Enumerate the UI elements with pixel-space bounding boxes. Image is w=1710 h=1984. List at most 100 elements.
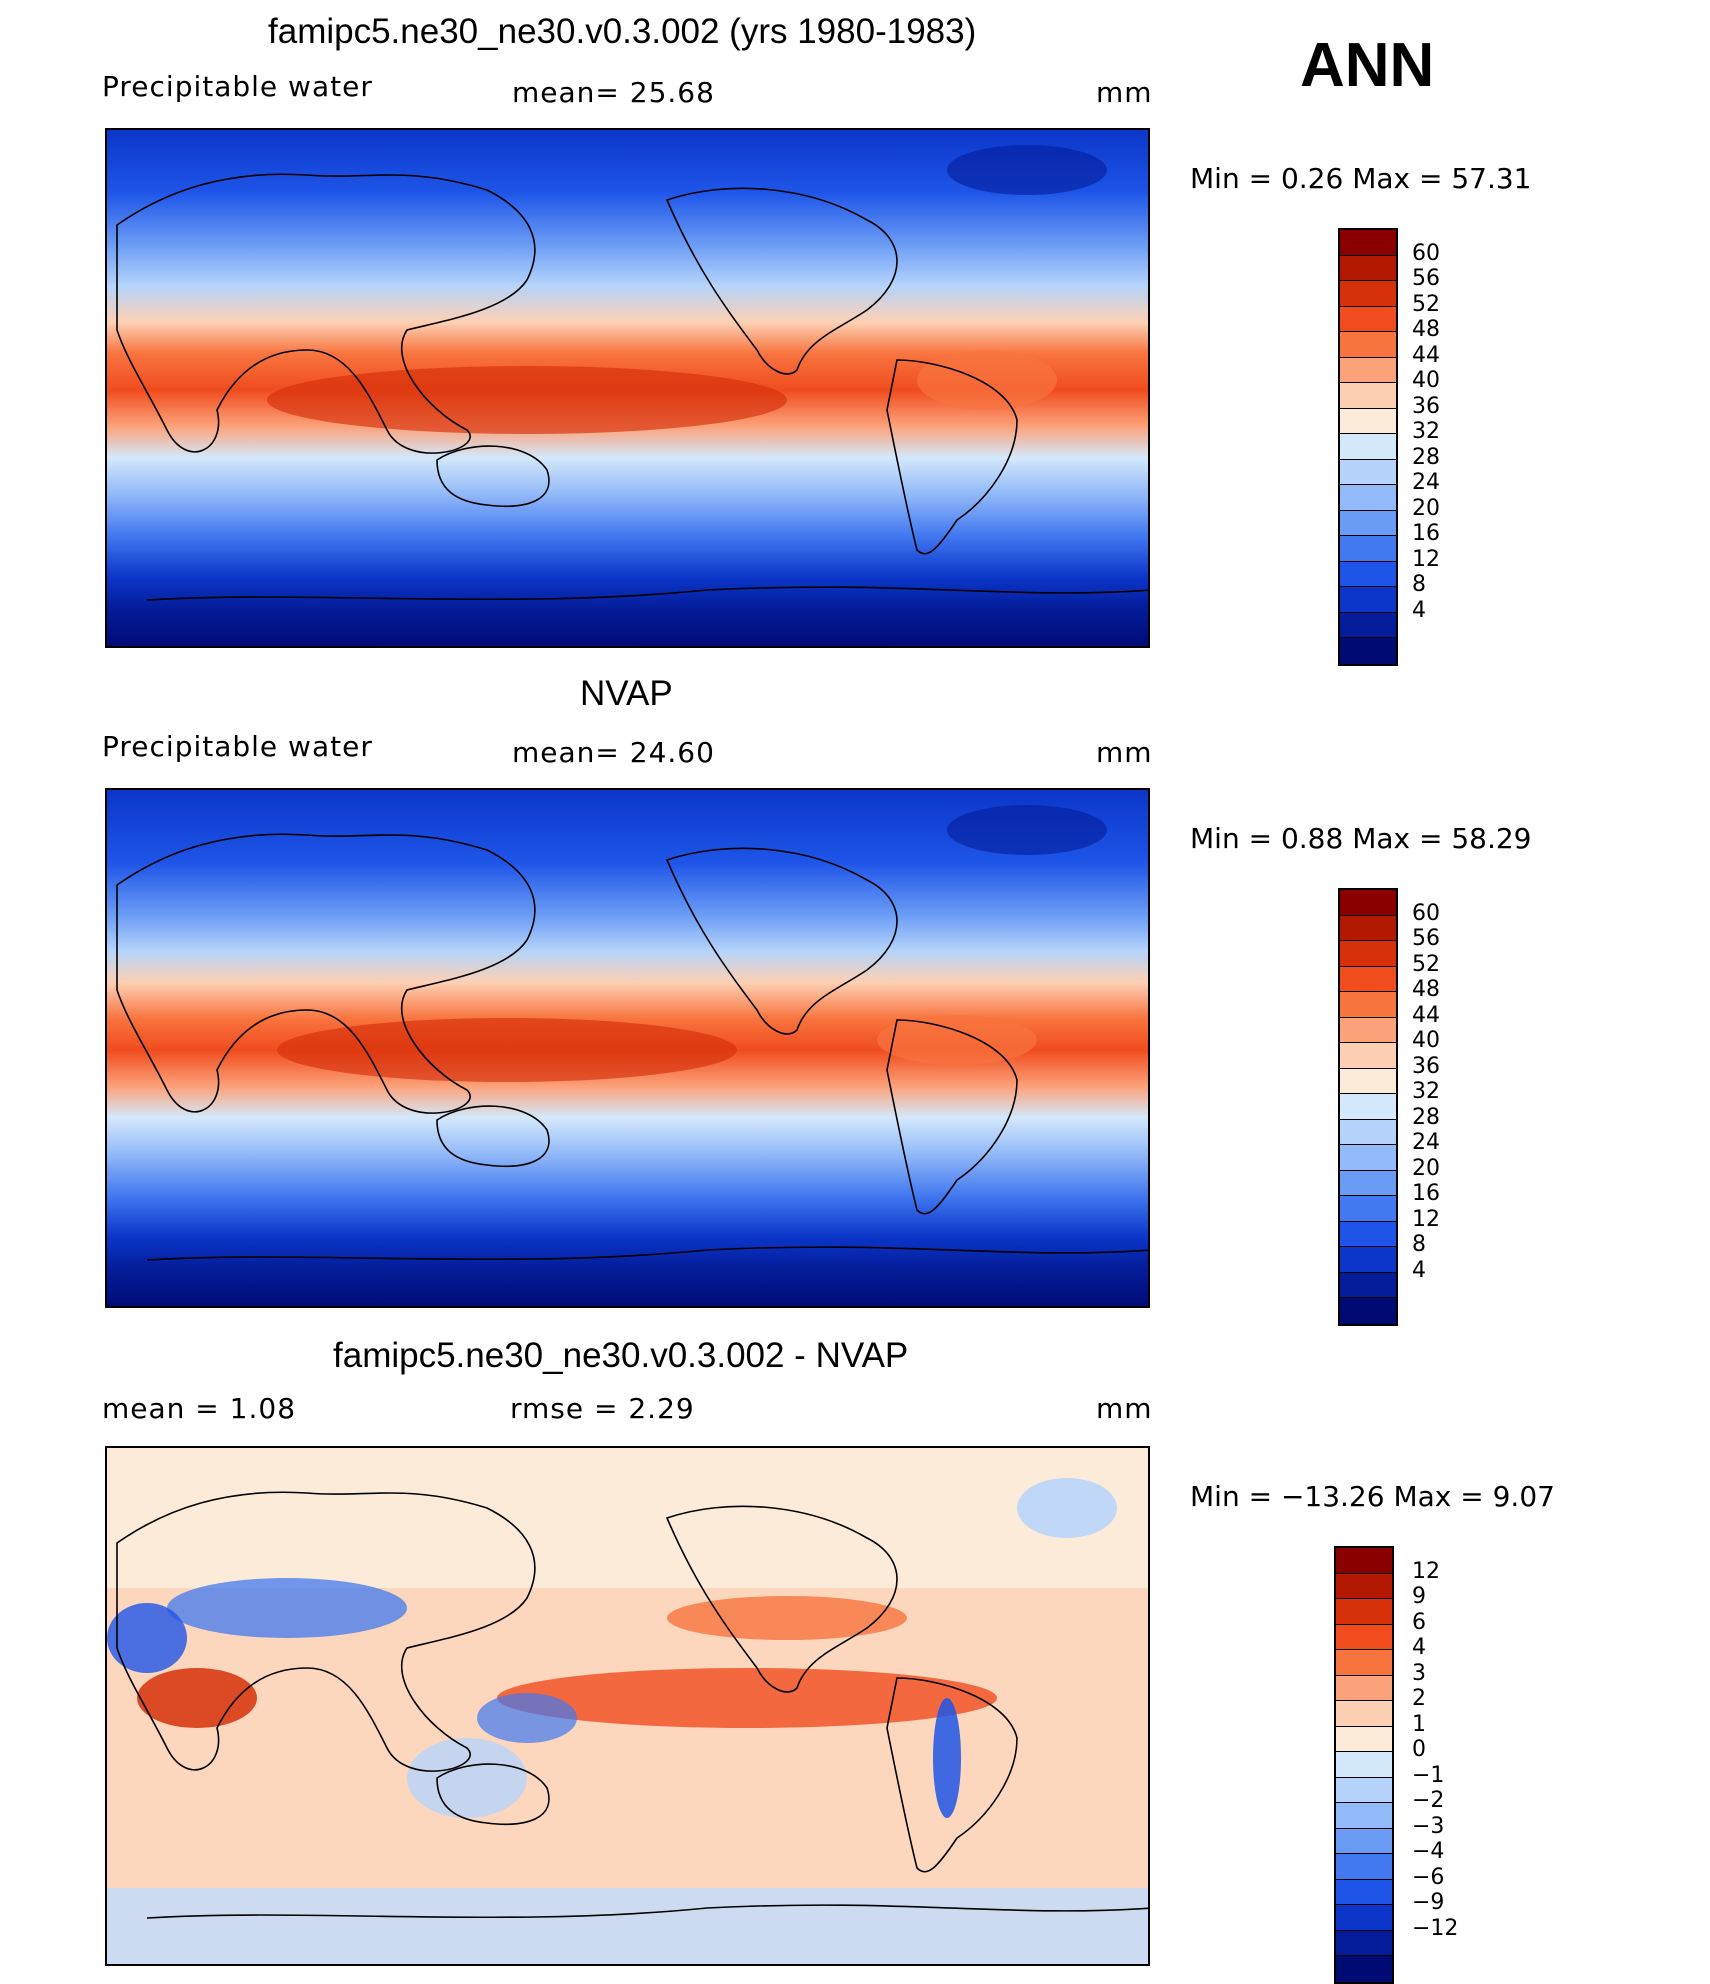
panel-2-title: NVAP: [580, 674, 673, 713]
season-label: ANN: [1300, 31, 1435, 100]
colorbar-swatch: [1336, 1726, 1392, 1752]
colorbar-swatch: [1340, 332, 1396, 358]
colorbar-tick-label: −1: [1412, 1762, 1445, 1788]
colorbar-swatch: [1340, 638, 1396, 664]
colorbar-swatch: [1336, 1752, 1392, 1778]
colorbar-tick-label: 16: [1412, 1181, 1440, 1206]
colorbar-tick-label: 60: [1412, 240, 1440, 266]
colorbar-tick-label: 20: [1412, 1155, 1440, 1181]
panel-1-map-field: [107, 130, 1148, 646]
colorbar-swatch: [1340, 966, 1396, 992]
colorbar-swatch: [1336, 1573, 1392, 1599]
colorbar-tick-label: 52: [1412, 291, 1440, 317]
panel-3-mean-label: mean = 1.08: [102, 1392, 297, 1425]
colorbar-tick-label: 4: [1412, 597, 1426, 623]
colorbar-swatch: [1340, 536, 1396, 562]
colorbar-swatch: [1340, 459, 1396, 485]
colorbar-swatch: [1336, 1879, 1392, 1905]
colorbar-tick-label: 32: [1412, 1079, 1440, 1104]
colorbar-swatch: [1340, 941, 1396, 967]
panel-3-rmse-label: rmse = 2.29: [510, 1392, 695, 1425]
panel-2-minmax: Min = 0.88 Max = 58.29: [1190, 822, 1532, 855]
colorbar-swatch: [1340, 1119, 1396, 1145]
colorbar-swatch: [1336, 1930, 1392, 1956]
panel-1-map: [105, 128, 1150, 648]
colorbar-swatch: [1340, 255, 1396, 281]
panel-2-colorbar: [1338, 888, 1398, 1326]
colorbar-swatch: [1336, 1828, 1392, 1854]
colorbar-tick-label: 20: [1412, 495, 1440, 521]
colorbar-tick-label: −12: [1412, 1915, 1459, 1941]
colorbar-swatch: [1336, 1854, 1392, 1880]
colorbar-swatch: [1340, 587, 1396, 613]
colorbar-tick-label: 4: [1412, 1635, 1426, 1660]
colorbar-swatch: [1340, 1043, 1396, 1069]
colorbar-swatch: [1340, 510, 1396, 536]
colorbar-tick-label: 48: [1412, 317, 1440, 342]
colorbar-tick-label: 48: [1412, 977, 1440, 1002]
colorbar-tick-label: 2: [1412, 1686, 1426, 1711]
colorbar-swatch: [1340, 1298, 1396, 1324]
colorbar-swatch: [1340, 1094, 1396, 1120]
panel-2-coastlines: [116, 833, 1148, 1261]
panel-2-map: [105, 788, 1150, 1308]
colorbar-tick-label: 40: [1412, 1028, 1440, 1053]
colorbar-tick-label: 8: [1412, 1232, 1426, 1257]
colorbar-swatch: [1340, 1145, 1396, 1171]
colorbar-tick-label: 44: [1412, 1002, 1440, 1028]
panel-3-title: famipc5.ne30_ne30.v0.3.002 - NVAP: [333, 1336, 909, 1375]
colorbar-swatch: [1340, 306, 1396, 332]
colorbar-tick-label: 56: [1412, 926, 1440, 951]
colorbar-tick-label: 4: [1412, 1257, 1426, 1283]
colorbar-tick-label: 12: [1412, 1558, 1440, 1584]
colorbar-swatch: [1336, 1905, 1392, 1931]
colorbar-tick-label: 9: [1412, 1584, 1426, 1609]
colorbar-swatch: [1336, 1777, 1392, 1803]
colorbar-tick-label: 60: [1412, 900, 1440, 926]
colorbar-swatch: [1340, 281, 1396, 307]
colorbar-swatch: [1336, 1624, 1392, 1650]
colorbar-swatch: [1336, 1803, 1392, 1829]
colorbar-swatch: [1340, 357, 1396, 383]
colorbar-tick-label: 32: [1412, 419, 1440, 444]
colorbar-tick-label: 8: [1412, 572, 1426, 597]
panel-3-units: mm: [1096, 1392, 1153, 1425]
colorbar-tick-label: 12: [1412, 1206, 1440, 1232]
colorbar-swatch: [1340, 915, 1396, 941]
colorbar-tick-label: 44: [1412, 342, 1440, 368]
colorbar-swatch: [1336, 1548, 1392, 1574]
colorbar-tick-label: 28: [1412, 1104, 1440, 1130]
colorbar-tick-label: 0: [1412, 1737, 1426, 1762]
colorbar-swatch: [1336, 1650, 1392, 1676]
colorbar-swatch: [1340, 1247, 1396, 1273]
colorbar-swatch: [1340, 1170, 1396, 1196]
panel-2-mean-label: mean= 24.60: [512, 736, 715, 769]
colorbar-tick-label: 24: [1412, 470, 1440, 495]
panel-3-minmax: Min = −13.26 Max = 9.07: [1190, 1480, 1555, 1513]
colorbar-tick-label: 56: [1412, 266, 1440, 291]
panel-1-title: famipc5.ne30_ne30.v0.3.002 (yrs 1980-198…: [268, 12, 977, 51]
panel-2-variable-label: Precipitable water: [102, 730, 373, 763]
panel-1-colorbar: [1338, 228, 1398, 666]
colorbar-swatch: [1336, 1675, 1392, 1701]
colorbar-tick-label: −2: [1412, 1788, 1445, 1813]
colorbar-swatch: [1340, 485, 1396, 511]
panel-3-map-field: [107, 1448, 1148, 1964]
colorbar-swatch: [1340, 561, 1396, 587]
panel-1-minmax: Min = 0.26 Max = 57.31: [1190, 162, 1532, 195]
colorbar-tick-label: −3: [1412, 1813, 1445, 1839]
colorbar-tick-label: 52: [1412, 951, 1440, 977]
colorbar-tick-label: −9: [1412, 1890, 1445, 1915]
colorbar-tick-label: 36: [1412, 393, 1440, 419]
colorbar-tick-label: 28: [1412, 444, 1440, 470]
panel-2-units: mm: [1096, 736, 1153, 769]
colorbar-swatch: [1340, 1221, 1396, 1247]
colorbar-swatch: [1340, 992, 1396, 1018]
colorbar-tick-label: 40: [1412, 368, 1440, 393]
colorbar-swatch: [1340, 1196, 1396, 1222]
panel-1-variable-label: Precipitable water: [102, 70, 373, 103]
colorbar-tick-label: 12: [1412, 546, 1440, 572]
colorbar-tick-label: −6: [1412, 1864, 1445, 1890]
colorbar-tick-label: 36: [1412, 1053, 1440, 1079]
colorbar-swatch: [1340, 890, 1396, 916]
